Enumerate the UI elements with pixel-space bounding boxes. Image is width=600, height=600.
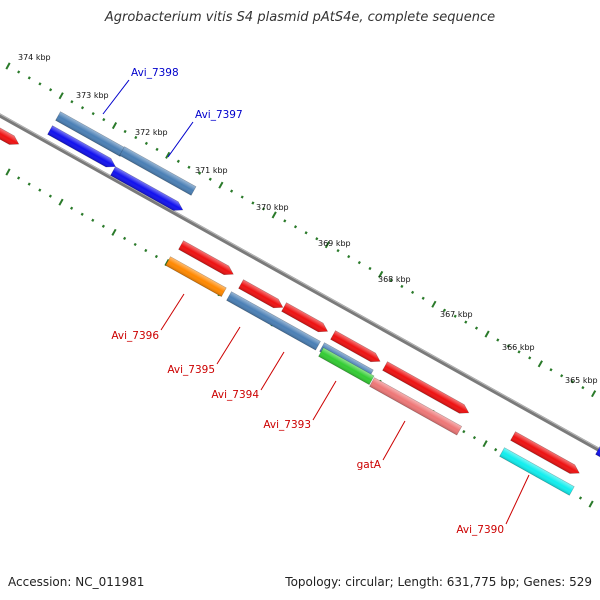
gene-label: Avi_7390 — [456, 524, 504, 536]
tick-label: 368 kbp — [378, 275, 411, 284]
tick-label: 365 kbp — [565, 376, 598, 385]
gene-feature — [330, 330, 381, 363]
gene-label: gatA — [357, 459, 382, 471]
accession-text: Accession: NC_011981 — [8, 575, 145, 589]
gene-feature — [499, 447, 575, 496]
gene-feature — [55, 111, 126, 157]
gene-feature — [110, 166, 184, 211]
tick-label: 367 kbp — [440, 310, 473, 319]
gene-feature — [226, 291, 321, 351]
gene-feature — [318, 347, 375, 386]
gene-label: Avi_7394 — [211, 389, 259, 401]
gene-label: Avi_7397 — [195, 109, 243, 121]
tick-label: 369 kbp — [318, 239, 351, 248]
gene-feature — [382, 361, 470, 414]
sequence-backbone — [0, 113, 600, 453]
map-title: Agrobacterium vitis S4 plasmid pAtS4e, c… — [104, 10, 496, 25]
tick-label: 370 kbp — [256, 203, 289, 212]
tick-label: 366 kbp — [502, 343, 535, 352]
gene-label: Avi_7398 — [131, 67, 179, 79]
gene-feature — [238, 279, 284, 309]
tick-label: 372 kbp — [135, 128, 168, 137]
gene-feature — [0, 123, 20, 145]
tick-label: 374 kbp — [18, 53, 51, 62]
gene-feature — [165, 256, 227, 297]
gene-feature — [119, 146, 197, 196]
tick-labels: 374 kbp 373 kbp 372 kbp 371 kbp 370 kbp 369 k… — [18, 53, 598, 385]
tick-label: 371 kbp — [195, 166, 228, 175]
gene-label: Avi_7396 — [111, 330, 159, 342]
gene-label: Avi_7393 — [263, 419, 311, 431]
topology-summary: Topology: circular; Length: 631,775 bp; … — [285, 575, 592, 589]
gene-features — [0, 111, 600, 496]
gene-feature — [47, 125, 116, 168]
gene-labels: Avi_7398 Avi_7397 Avi_7396 Avi_7395 Avi_7394… — [102, 67, 530, 536]
tick-label: 373 kbp — [76, 91, 109, 100]
gene-feature — [595, 445, 600, 461]
gene-feature — [369, 377, 463, 436]
outer-tick-ring — [5, 62, 597, 398]
gene-feature — [281, 302, 329, 333]
gene-feature — [510, 431, 580, 474]
gene-label: Avi_7395 — [167, 364, 215, 376]
gene-feature — [178, 240, 234, 276]
